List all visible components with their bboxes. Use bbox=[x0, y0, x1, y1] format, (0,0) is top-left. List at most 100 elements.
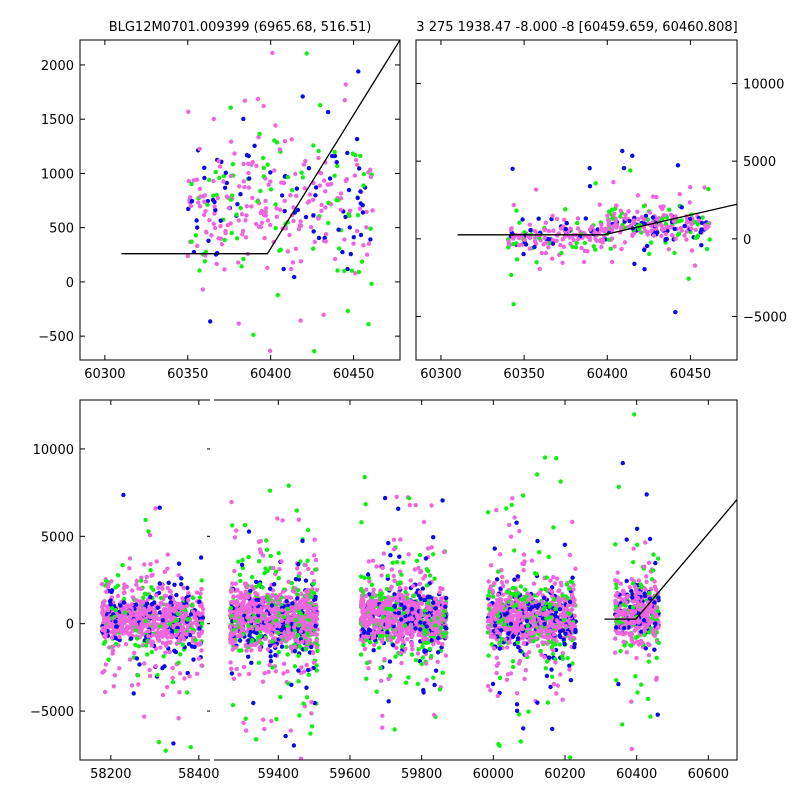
data-point-pink bbox=[621, 639, 626, 645]
data-point-blue bbox=[386, 699, 391, 704]
data-point-pink bbox=[244, 204, 249, 209]
data-point-green bbox=[496, 620, 501, 625]
data-point-pink bbox=[622, 240, 628, 245]
data-point-pink bbox=[379, 573, 384, 578]
data-point-pink bbox=[262, 636, 268, 642]
data-point-green bbox=[193, 233, 199, 238]
data-point-green bbox=[363, 502, 368, 507]
data-point-pink bbox=[634, 655, 639, 661]
y-tick-label: 1000 bbox=[41, 167, 74, 182]
data-point-green bbox=[498, 640, 503, 645]
data-point-pink bbox=[312, 537, 317, 542]
data-point-pink bbox=[195, 671, 200, 676]
data-point-pink bbox=[522, 237, 527, 242]
data-point-pink bbox=[631, 546, 636, 551]
data-point-pink bbox=[389, 567, 395, 572]
data-point-green bbox=[175, 611, 181, 616]
data-point-green bbox=[618, 214, 623, 219]
data-point-blue bbox=[361, 630, 367, 635]
data-point-green bbox=[304, 695, 310, 700]
data-point-pink bbox=[343, 178, 348, 184]
data-point-green bbox=[403, 680, 409, 685]
data-point-green bbox=[409, 652, 415, 657]
data-point-pink bbox=[429, 503, 434, 508]
data-point-blue bbox=[368, 237, 373, 242]
data-point-green bbox=[143, 618, 148, 624]
data-point-green bbox=[385, 573, 390, 578]
data-point-pink bbox=[629, 699, 634, 704]
data-point-green bbox=[369, 582, 375, 587]
data-point-blue bbox=[282, 208, 287, 214]
data-point-green bbox=[362, 474, 367, 480]
y-tick-label: 10000 bbox=[33, 443, 74, 458]
data-point-pink bbox=[407, 502, 412, 508]
data-point-pink bbox=[121, 585, 127, 591]
data-point-pink bbox=[540, 600, 545, 605]
data-point-green bbox=[632, 412, 637, 417]
data-point-pink bbox=[434, 629, 439, 634]
data-point-pink bbox=[533, 187, 539, 192]
data-point-pink bbox=[684, 237, 689, 242]
data-point-green bbox=[189, 181, 194, 187]
data-point-pink bbox=[367, 579, 372, 584]
data-point-green bbox=[549, 674, 555, 679]
data-point-pink bbox=[273, 123, 278, 128]
data-point-pink bbox=[106, 582, 111, 587]
data-point-blue bbox=[340, 249, 345, 255]
data-point-blue bbox=[213, 207, 218, 213]
data-point-blue bbox=[229, 671, 235, 676]
data-point-green bbox=[417, 552, 423, 558]
data-point-pink bbox=[392, 547, 397, 552]
data-point-pink bbox=[234, 599, 240, 604]
data-point-pink bbox=[389, 584, 394, 590]
data-point-pink bbox=[558, 242, 563, 248]
data-point-blue bbox=[358, 232, 364, 238]
data-point-pink bbox=[546, 228, 552, 234]
data-point-green bbox=[591, 244, 596, 249]
data-point-pink bbox=[263, 611, 269, 616]
data-point-pink bbox=[323, 189, 328, 194]
data-point-blue bbox=[544, 673, 550, 679]
data-point-green bbox=[706, 186, 711, 192]
data-point-pink bbox=[638, 638, 644, 644]
data-point-green bbox=[241, 256, 246, 262]
data-point-pink bbox=[256, 135, 261, 140]
y-tick-label: 2000 bbox=[41, 59, 74, 74]
data-point-green bbox=[249, 574, 255, 580]
data-point-pink bbox=[409, 643, 415, 648]
data-point-pink bbox=[541, 242, 546, 247]
data-point-pink bbox=[129, 622, 134, 627]
data-point-blue bbox=[541, 595, 547, 601]
data-point-pink bbox=[624, 650, 629, 655]
data-point-blue bbox=[267, 643, 273, 648]
data-point-green bbox=[485, 510, 491, 515]
data-point-pink bbox=[316, 216, 321, 221]
data-point-pink bbox=[521, 568, 526, 573]
data-point-pink bbox=[109, 579, 114, 584]
data-point-pink bbox=[496, 661, 501, 666]
data-point-pink bbox=[522, 634, 527, 639]
data-point-pink bbox=[366, 666, 371, 671]
data-point-pink bbox=[419, 612, 424, 618]
data-point-green bbox=[534, 260, 539, 265]
data-point-blue bbox=[385, 630, 390, 635]
data-point-pink bbox=[418, 632, 423, 638]
data-point-pink bbox=[677, 191, 682, 197]
data-point-pink bbox=[629, 636, 634, 641]
data-point-green bbox=[289, 581, 294, 586]
data-point-blue bbox=[650, 215, 656, 220]
data-point-pink bbox=[488, 563, 494, 568]
data-point-pink bbox=[258, 538, 263, 544]
x-tick-label: 60450 bbox=[670, 367, 711, 382]
data-point-blue bbox=[303, 578, 309, 583]
data-point-pink bbox=[414, 605, 419, 610]
data-point-blue bbox=[113, 619, 118, 624]
data-point-green bbox=[113, 585, 118, 590]
data-point-green bbox=[264, 538, 269, 543]
data-point-pink bbox=[235, 602, 240, 608]
data-point-blue bbox=[213, 252, 219, 257]
data-point-blue bbox=[647, 536, 653, 542]
data-point-green bbox=[230, 523, 235, 528]
data-point-pink bbox=[134, 598, 139, 603]
data-point-pink bbox=[162, 569, 167, 574]
